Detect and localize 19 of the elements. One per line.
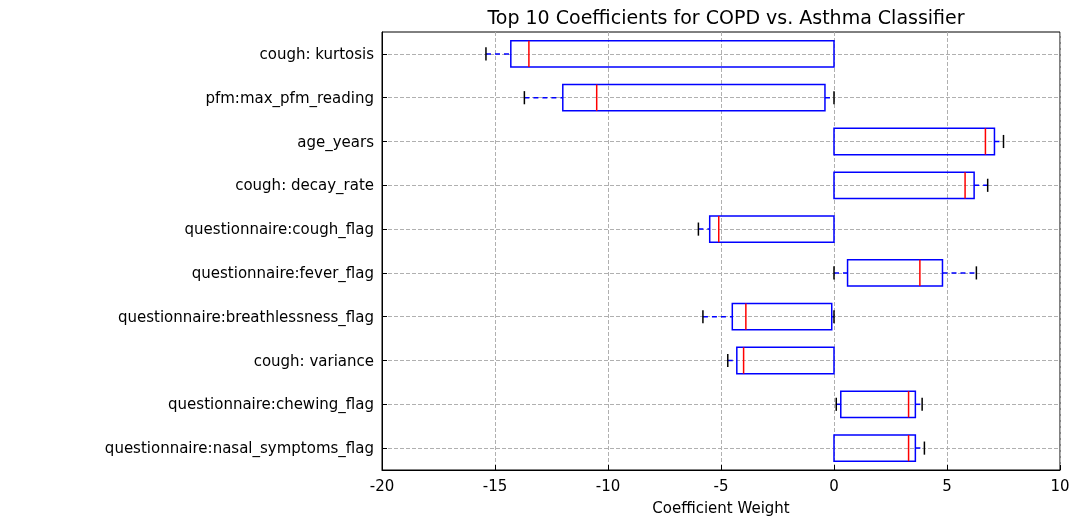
y-tick-label: questionnaire:breathlessness_flag	[117, 307, 374, 327]
y-tick-label: cough: variance	[253, 351, 374, 370]
x-tick-label: 0	[829, 476, 839, 495]
x-tick-label: -15	[482, 476, 508, 495]
y-tick-label: questionnaire:fever_flag	[191, 263, 374, 283]
x-tick-label: 5	[942, 476, 952, 495]
y-tick-label: questionnaire:cough_flag	[184, 220, 374, 240]
x-tick-label: 10	[1050, 476, 1070, 495]
y-tick-label: pfm:max_pfm_reading	[205, 88, 374, 108]
y-tick-label: questionnaire:nasal_symptoms_flag	[104, 439, 374, 459]
x-tick-label: -5	[713, 476, 729, 495]
x-tick-label: -10	[595, 476, 621, 495]
y-tick-label: questionnaire:chewing_flag	[168, 395, 374, 415]
y-tick-label: age_years	[297, 132, 375, 152]
x-tick-label: -20	[369, 476, 395, 495]
y-tick-label: cough: kurtosis	[259, 44, 375, 63]
chart-title: Top 10 Coefficients for COPD vs. Asthma Classifier	[486, 5, 965, 28]
y-tick-label: cough: decay_rate	[235, 176, 374, 196]
x-axis-title: Coefficient Weight	[652, 498, 790, 517]
